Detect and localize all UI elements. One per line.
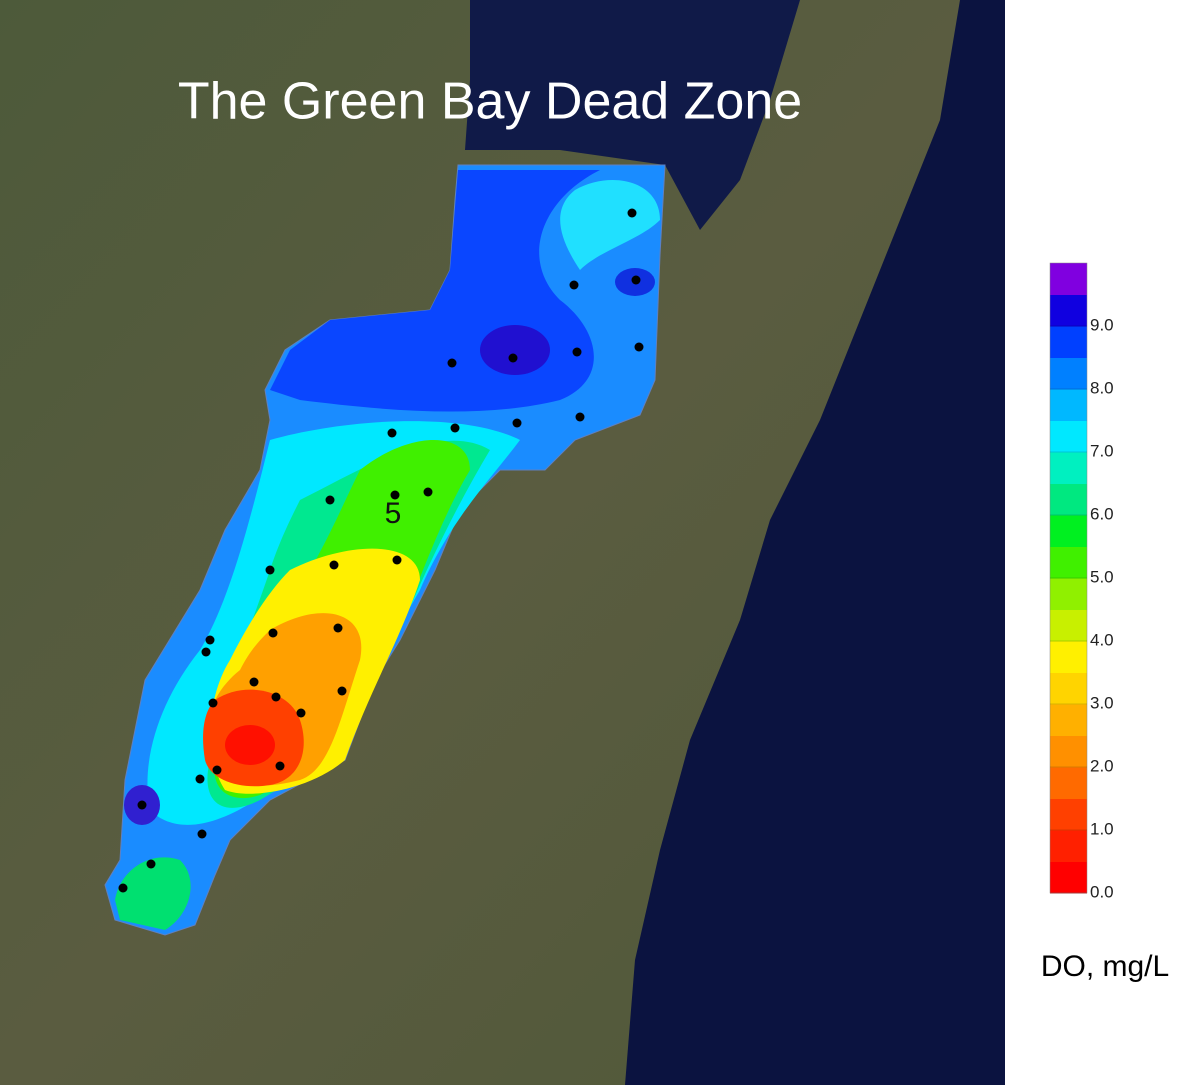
station [329,560,339,570]
colorbar-tick-label: 9.0 [1090,315,1114,334]
station [195,774,205,784]
colorbar-band [1050,452,1087,484]
colorbar-band [1050,515,1087,547]
station [201,647,211,657]
station [146,859,156,869]
station [296,708,306,718]
colorbar-band [1050,861,1087,894]
station [271,692,281,702]
colorbar-band [1050,830,1087,862]
colorbar-band [1050,704,1087,736]
colorbar-band [1050,735,1087,768]
contour-cyan-north [560,180,660,270]
colorbar-band [1050,326,1087,358]
station-label: 5 [385,497,402,530]
station [333,623,343,633]
station [387,428,397,438]
colorbar-tick-label: 1.0 [1090,819,1114,838]
colorbar-band [1050,578,1087,610]
station [275,761,285,771]
station [118,883,128,893]
station [508,353,518,363]
station [423,487,433,497]
colorbar-band [1050,641,1087,673]
contour-6-south [115,857,191,930]
colorbar-band [1050,420,1087,453]
colorbar-band [1050,263,1087,295]
colorbar-band [1050,483,1087,516]
colorbar-band [1050,546,1087,579]
colorbar-tick-label: 0.0 [1090,882,1114,901]
colorbar-tick-label: 7.0 [1090,441,1114,460]
station [137,800,147,810]
station [392,555,402,565]
map-title: The Green Bay Dead Zone [178,73,802,131]
station [325,495,335,505]
station [575,412,585,422]
colorbar-tick-label: 3.0 [1090,693,1114,712]
colorbar-tick-label: 5.0 [1090,567,1114,586]
colorbar-tick-label: 4.0 [1090,630,1114,649]
colorbar-tick-label: 8.0 [1090,378,1114,397]
station [569,280,579,290]
station [265,565,275,575]
contour-0 [225,725,275,765]
station [208,698,218,708]
station [249,677,259,687]
colorbar-band [1050,294,1087,327]
bay-water [465,0,800,230]
station [268,628,278,638]
station [390,490,400,500]
stations [118,208,644,893]
colorbar-band [1050,609,1087,642]
contour-9 [480,325,550,375]
station [512,418,522,428]
colorbar-band [1050,357,1087,390]
colorbar-band [1050,389,1087,421]
station [627,208,637,218]
colorbar: 0.0 1.0 2.0 3.0 4.0 5.0 6.0 7.0 8.0 9.0 [1049,262,1114,901]
station [631,275,641,285]
station [447,358,457,368]
station [572,347,582,357]
station [197,829,207,839]
colorbar-band [1050,798,1087,831]
colorbar-band [1050,767,1087,799]
colorbar-frame [1049,262,1088,894]
colorbar-label: DO, mg/L [1041,950,1169,983]
contour-map [104,164,666,936]
station [634,342,644,352]
station [450,423,460,433]
colorbar-tick-label: 2.0 [1090,756,1114,775]
lake-michigan [625,0,1005,1085]
station [212,765,222,775]
station [205,635,215,645]
colorbar-tick-label: 6.0 [1090,504,1114,523]
station [337,686,347,696]
colorbar-band [1050,672,1087,705]
